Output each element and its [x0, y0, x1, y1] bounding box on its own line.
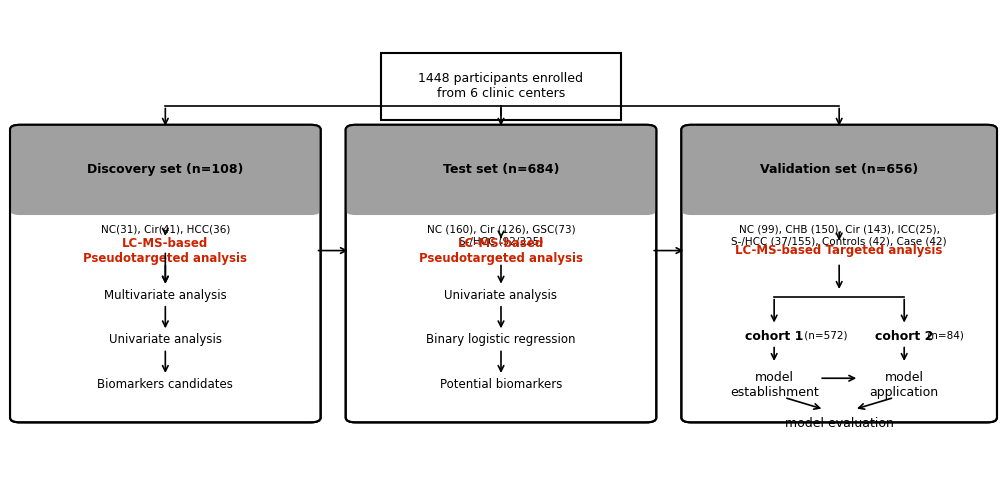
Text: (n=84): (n=84)	[924, 330, 964, 340]
Text: Univariate analysis: Univariate analysis	[445, 288, 557, 302]
FancyBboxPatch shape	[381, 53, 621, 120]
Text: model evaluation: model evaluation	[785, 417, 894, 430]
Text: Biomarkers candidates: Biomarkers candidates	[97, 378, 233, 391]
Text: Multivariate analysis: Multivariate analysis	[104, 288, 226, 302]
Text: NC (99), CHB (150), Cir (143), ICC(25),
S-/HCC (37/155), Controls (42), Case (42: NC (99), CHB (150), Cir (143), ICC(25), …	[731, 225, 947, 246]
Text: cohort 1: cohort 1	[744, 330, 804, 343]
Text: Validation set (n=656): Validation set (n=656)	[761, 163, 918, 177]
Text: Univariate analysis: Univariate analysis	[109, 333, 221, 347]
FancyBboxPatch shape	[346, 125, 656, 215]
FancyBboxPatch shape	[346, 125, 656, 422]
Text: model
establishment: model establishment	[729, 371, 819, 399]
FancyBboxPatch shape	[10, 125, 321, 422]
Text: LC-MS-based
Pseudotargeted analysis: LC-MS-based Pseudotargeted analysis	[419, 237, 583, 264]
Text: model
application: model application	[870, 371, 939, 399]
Text: LC-MS-based
Pseudotargeted analysis: LC-MS-based Pseudotargeted analysis	[83, 237, 247, 264]
FancyBboxPatch shape	[681, 125, 997, 422]
Text: LC-MS-based Targeted analysis: LC-MS-based Targeted analysis	[735, 244, 943, 257]
Text: (n=572): (n=572)	[802, 330, 848, 340]
Text: cohort 2: cohort 2	[875, 330, 934, 343]
Text: 1448 participants enrolled
from 6 clinic centers: 1448 participants enrolled from 6 clinic…	[419, 72, 583, 100]
Text: Test set (n=684): Test set (n=684)	[443, 163, 559, 177]
Text: NC(31), Cir(41), HCC(36): NC(31), Cir(41), HCC(36)	[100, 225, 230, 235]
Text: Discovery set (n=108): Discovery set (n=108)	[87, 163, 243, 177]
FancyBboxPatch shape	[681, 125, 997, 215]
Bar	[691, 174, 987, 210]
Bar	[356, 174, 646, 210]
Text: Potential biomarkers: Potential biomarkers	[440, 378, 562, 391]
FancyBboxPatch shape	[10, 125, 321, 215]
Text: Binary logistic regression: Binary logistic regression	[426, 333, 576, 347]
Bar	[20, 174, 311, 210]
Text: NC (160), Cir (126), GSC(73)
S-/HCC (92/325): NC (160), Cir (126), GSC(73) S-/HCC (92/…	[427, 225, 575, 246]
